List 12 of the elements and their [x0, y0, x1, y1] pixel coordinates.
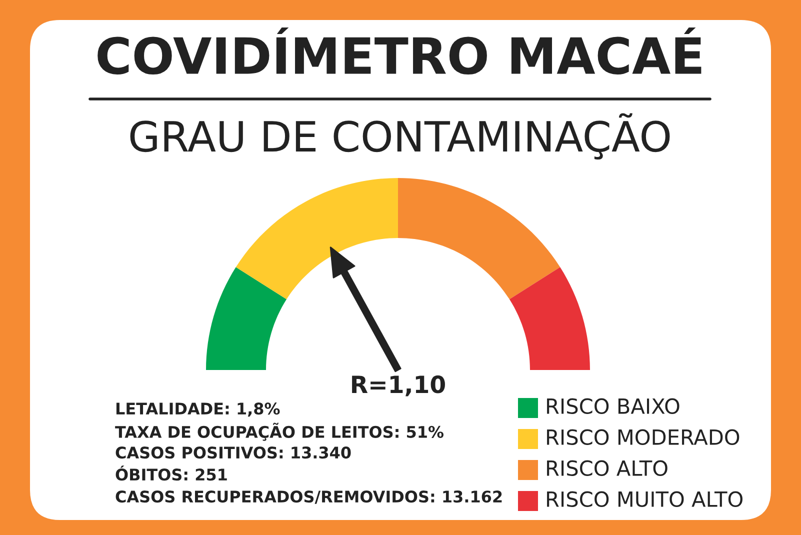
legend-label: RISCO MODERADO	[547, 429, 740, 446]
text: LETALIDADE: 1,8%	[116, 402, 280, 417]
text: TAXA DE OCUPAÇÃO DE LEITOS: 51%	[115, 422, 444, 441]
legend-label: RISCO MUITO ALTO	[547, 491, 742, 508]
chart-title: COVIDÍMETRO MACAÉ	[98, 28, 702, 75]
legend-label: RISCO ALTO	[547, 460, 668, 476]
text: R=1,10	[352, 375, 445, 396]
text: CASOS RECUPERADOS/REMOVIDOS: 13.162	[116, 490, 502, 504]
text: CASOS POSITIVOS: 13.340	[116, 446, 351, 459]
chart-subtitle: GRAU DE CONTAMINAÇÃO	[130, 113, 670, 160]
text: ÓBITOS: 251	[116, 466, 227, 481]
legend-label: RISCO BAIXO	[547, 398, 680, 414]
